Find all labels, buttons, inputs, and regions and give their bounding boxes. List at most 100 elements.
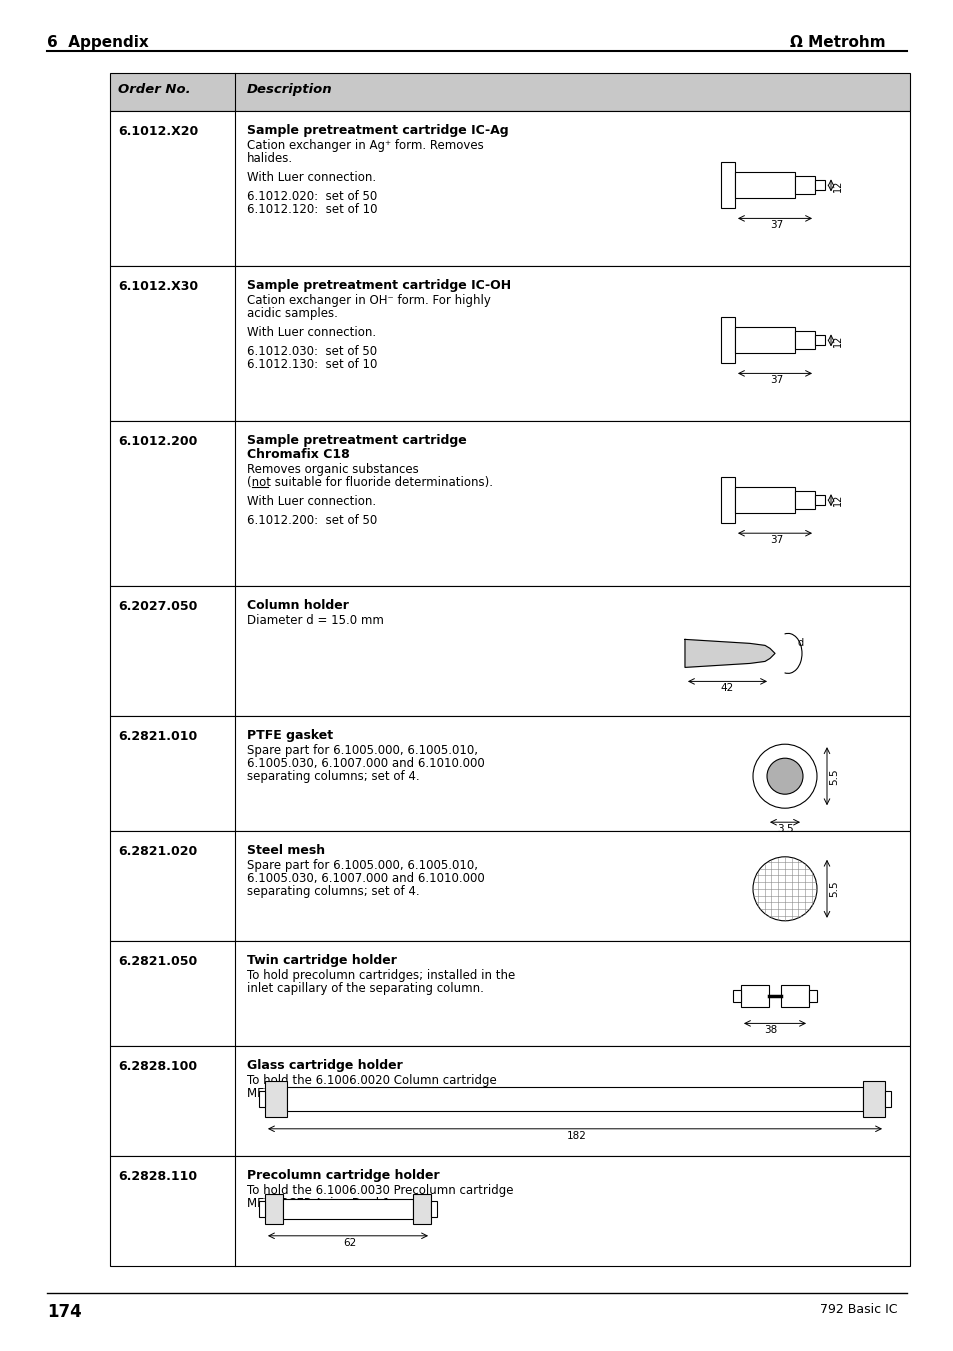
Text: 37: 37 [769, 535, 782, 546]
Text: Removes organic substances: Removes organic substances [247, 463, 418, 476]
Text: Spare part for 6.1005.000, 6.1005.010,: Spare part for 6.1005.000, 6.1005.010, [247, 744, 477, 757]
Bar [413, 1194, 431, 1224]
Bar [740, 985, 768, 1008]
Text: Sample pretreatment cartridge: Sample pretreatment cartridge [247, 434, 466, 447]
Bar [814, 181, 824, 190]
Circle shape [752, 857, 816, 921]
Text: halides.: halides. [247, 153, 293, 165]
Bar [794, 331, 814, 350]
Bar [720, 317, 734, 363]
Text: 6.2821.050: 6.2821.050 [118, 955, 197, 969]
Text: inlet capillary of the separating column.: inlet capillary of the separating column… [247, 982, 483, 994]
Bar [862, 1081, 884, 1117]
Text: Sample pretreatment cartridge IC-OH: Sample pretreatment cartridge IC-OH [247, 280, 511, 292]
Text: Chromafix C18: Chromafix C18 [247, 449, 350, 461]
Bar [734, 327, 794, 354]
Text: separating columns; set of 4.: separating columns; set of 4. [247, 770, 419, 784]
Polygon shape [684, 639, 774, 667]
Bar [808, 990, 816, 1002]
Circle shape [752, 744, 816, 808]
Text: 3.5: 3.5 [776, 824, 793, 834]
Text: 12: 12 [832, 180, 842, 192]
Text: 792 Basic IC: 792 Basic IC [820, 1302, 897, 1316]
Text: 12: 12 [832, 334, 842, 347]
Bar [734, 173, 794, 199]
Text: 5.5: 5.5 [828, 881, 838, 897]
Text: With Luer connection.: With Luer connection. [247, 172, 375, 184]
Bar [794, 177, 814, 195]
Text: 6.2027.050: 6.2027.050 [118, 600, 197, 613]
Text: acidic samples.: acidic samples. [247, 307, 337, 320]
Bar [720, 477, 734, 523]
Bar [265, 1081, 287, 1117]
Text: Precolumn cartridge holder: Precolumn cartridge holder [247, 1169, 439, 1182]
Text: 6.1005.030, 6.1007.000 and 6.1010.000: 6.1005.030, 6.1007.000 and 6.1010.000 [247, 871, 484, 885]
Text: 6.1012.200: 6.1012.200 [118, 435, 197, 449]
Text: 6.2821.010: 6.2821.010 [118, 730, 197, 743]
Text: With Luer connection.: With Luer connection. [247, 326, 375, 339]
Text: 6.2828.110: 6.2828.110 [118, 1170, 197, 1183]
Bar [110, 831, 909, 942]
Bar [734, 488, 794, 513]
Text: 37: 37 [769, 376, 782, 385]
Bar [110, 422, 909, 586]
Text: separating columns; set of 4.: separating columns; set of 4. [247, 885, 419, 898]
Text: 38: 38 [763, 1025, 777, 1035]
Text: 182: 182 [566, 1131, 586, 1140]
Bar [720, 162, 734, 208]
Text: 6.1012.130:  set of 10: 6.1012.130: set of 10 [247, 358, 377, 372]
Bar [814, 496, 824, 505]
Bar [732, 990, 740, 1002]
Text: 5.5: 5.5 [828, 767, 838, 785]
Text: Diameter d = 15.0 mm: Diameter d = 15.0 mm [247, 613, 383, 627]
Text: 6.1012.X20: 6.1012.X20 [118, 126, 198, 138]
Circle shape [766, 758, 802, 794]
Bar [814, 335, 824, 346]
Bar [110, 1046, 909, 1156]
Text: 6.1012.030:  set of 50: 6.1012.030: set of 50 [247, 345, 376, 358]
Text: To hold the 6.1006.0030 Precolumn cartridge: To hold the 6.1006.0030 Precolumn cartri… [247, 1183, 513, 1197]
Bar [110, 586, 909, 716]
Text: Order No.: Order No. [118, 82, 191, 96]
Bar [258, 1201, 265, 1217]
Bar [287, 1086, 862, 1111]
Text: Sample pretreatment cartridge IC-Ag: Sample pretreatment cartridge IC-Ag [247, 124, 508, 136]
Text: 6.1005.030, 6.1007.000 and 6.1010.000: 6.1005.030, 6.1007.000 and 6.1010.000 [247, 757, 484, 770]
Text: With Luer connection.: With Luer connection. [247, 494, 375, 508]
Bar [110, 73, 909, 111]
Bar [781, 985, 808, 1008]
Text: d: d [797, 639, 803, 648]
Text: 6.1012.120:  set of 10: 6.1012.120: set of 10 [247, 203, 377, 216]
Text: 62: 62 [343, 1238, 355, 1248]
Text: Ω Metrohm: Ω Metrohm [789, 35, 884, 50]
Bar [431, 1201, 436, 1217]
Text: To hold the 6.1006.0020 Column cartridge: To hold the 6.1006.0020 Column cartridge [247, 1074, 497, 1088]
Text: 6  Appendix: 6 Appendix [47, 35, 149, 50]
Bar [110, 111, 909, 266]
Bar [110, 266, 909, 422]
Bar [110, 1156, 909, 1266]
Text: To hold precolumn cartridges; installed in the: To hold precolumn cartridges; installed … [247, 969, 515, 982]
Text: (not suitable for fluoride determinations).: (not suitable for fluoride determination… [247, 476, 493, 489]
Bar [794, 492, 814, 509]
Bar [258, 1090, 265, 1106]
Text: METROSEP Anion Dual 1.: METROSEP Anion Dual 1. [247, 1088, 394, 1100]
Text: 42: 42 [720, 684, 733, 693]
Text: 6.1012.200:  set of 50: 6.1012.200: set of 50 [247, 513, 376, 527]
Text: Column holder: Column holder [247, 598, 349, 612]
Text: 12: 12 [832, 494, 842, 507]
Text: 6.1012.X30: 6.1012.X30 [118, 280, 198, 293]
Text: Glass cartridge holder: Glass cartridge holder [247, 1059, 402, 1071]
Bar [283, 1198, 413, 1219]
Text: 6.2821.020: 6.2821.020 [118, 844, 197, 858]
Text: Cation exchanger in OH⁻ form. For highly: Cation exchanger in OH⁻ form. For highly [247, 295, 491, 307]
Text: Description: Description [247, 82, 333, 96]
Text: 37: 37 [769, 220, 782, 231]
Bar [884, 1090, 890, 1106]
Bar [265, 1194, 283, 1224]
Bar [110, 942, 909, 1046]
Text: PTFE gasket: PTFE gasket [247, 730, 333, 742]
Text: METROSEP Anion Dual 1.: METROSEP Anion Dual 1. [247, 1197, 394, 1210]
Text: Twin cartridge holder: Twin cartridge holder [247, 954, 396, 967]
Bar [110, 716, 909, 831]
